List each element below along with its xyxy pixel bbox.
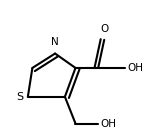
Text: OH: OH (100, 119, 116, 129)
Text: N: N (51, 37, 59, 47)
Text: OH: OH (128, 63, 144, 73)
Text: S: S (17, 92, 24, 102)
Text: O: O (100, 24, 108, 34)
